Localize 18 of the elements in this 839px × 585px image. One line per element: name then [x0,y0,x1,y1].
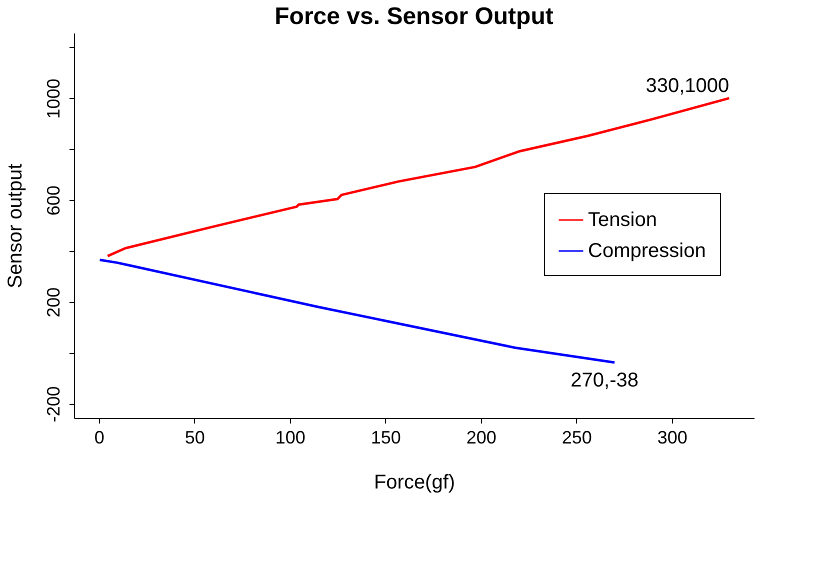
x-tick-label: 250 [562,428,592,448]
chart-title: Force vs. Sensor Output [274,3,554,30]
x-tick-label: 150 [370,428,401,448]
x-tick-label: 50 [184,428,205,448]
legend-label: Tension [588,209,657,231]
x-tick-label: 200 [466,428,496,448]
x-tick-label: 0 [94,428,104,448]
y-tick-label: 200 [44,287,64,318]
y-tick-label: 1000 [44,78,64,119]
annotation: 330,1000 [646,75,730,98]
y-tick-label: 600 [44,186,64,216]
x-axis-title: Force(gf) [374,472,456,494]
annotation: 270,-38 [570,369,638,392]
y-tick-label: -200 [44,386,64,422]
legend-label: Compression [588,240,706,262]
y-axis-title: Sensor output [4,163,26,288]
x-tick-label: 100 [275,428,306,448]
x-tick-label: 300 [657,428,688,448]
